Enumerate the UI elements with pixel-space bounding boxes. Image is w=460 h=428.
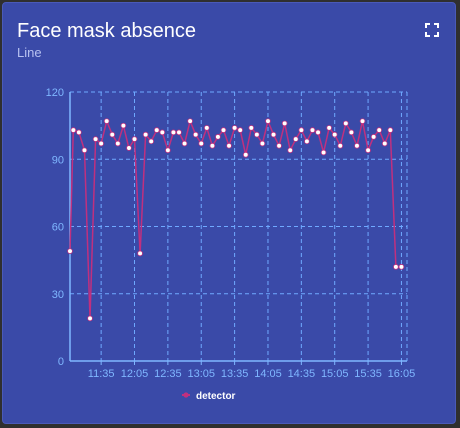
data-point bbox=[120, 122, 127, 129]
data-point bbox=[331, 131, 338, 138]
data-point bbox=[98, 140, 104, 147]
x-tick-label: 15:35 bbox=[354, 368, 382, 380]
data-point bbox=[365, 147, 371, 154]
data-point bbox=[70, 127, 77, 133]
data-point bbox=[92, 136, 99, 142]
expand-icon[interactable] bbox=[425, 23, 439, 37]
data-point bbox=[315, 129, 321, 136]
data-point bbox=[115, 140, 121, 147]
data-point bbox=[270, 131, 277, 138]
data-point bbox=[248, 125, 255, 131]
legend-label: detector bbox=[196, 391, 236, 402]
data-point bbox=[387, 127, 394, 133]
data-point bbox=[242, 151, 249, 158]
data-point bbox=[148, 138, 154, 145]
x-tick-label: 14:05 bbox=[254, 368, 282, 380]
data-point bbox=[298, 127, 305, 133]
data-point bbox=[381, 140, 388, 147]
data-point bbox=[131, 136, 138, 142]
data-point bbox=[215, 134, 221, 140]
data-point bbox=[87, 315, 93, 322]
data-point bbox=[165, 147, 171, 154]
data-point bbox=[153, 127, 160, 133]
data-point bbox=[159, 129, 166, 136]
data-point bbox=[337, 143, 344, 149]
data-point bbox=[376, 127, 382, 133]
y-tick-label: 30 bbox=[52, 289, 64, 301]
x-tick-label: 12:05 bbox=[121, 368, 149, 380]
x-tick-label: 14:35 bbox=[288, 368, 316, 380]
data-point bbox=[209, 143, 216, 149]
data-point bbox=[181, 140, 188, 147]
data-point bbox=[320, 149, 327, 156]
data-point bbox=[292, 136, 299, 142]
data-point bbox=[326, 125, 332, 131]
y-tick-label: 60 bbox=[52, 222, 64, 234]
data-point bbox=[393, 264, 399, 270]
data-point bbox=[348, 129, 355, 136]
widget-subtitle: Line bbox=[17, 45, 42, 60]
data-point bbox=[109, 131, 116, 138]
data-point bbox=[170, 129, 177, 136]
x-tick-label: 13:05 bbox=[187, 368, 215, 380]
data-point bbox=[276, 143, 282, 149]
data-point bbox=[237, 127, 243, 133]
data-point bbox=[287, 147, 294, 154]
data-point bbox=[370, 134, 377, 140]
x-tick-label: 12:35 bbox=[154, 368, 182, 380]
data-point bbox=[142, 131, 149, 138]
x-tick-label: 15:05 bbox=[321, 368, 349, 380]
data-point bbox=[354, 143, 360, 149]
widget-title: Face mask absence bbox=[17, 20, 196, 42]
data-point bbox=[192, 131, 199, 138]
y-tick-label: 120 bbox=[46, 87, 64, 99]
data-point bbox=[304, 138, 310, 145]
data-point bbox=[226, 143, 232, 149]
data-point bbox=[254, 131, 260, 138]
data-point bbox=[67, 248, 73, 254]
y-tick-label: 90 bbox=[52, 154, 64, 166]
data-point bbox=[198, 140, 205, 147]
data-point bbox=[265, 118, 271, 124]
data-point bbox=[126, 145, 132, 151]
data-point bbox=[259, 140, 266, 147]
data-point bbox=[81, 147, 88, 154]
data-point bbox=[187, 118, 193, 124]
data-point bbox=[309, 127, 316, 133]
data-point bbox=[76, 129, 82, 136]
data-point bbox=[231, 125, 238, 131]
legend-swatch bbox=[183, 392, 189, 398]
data-point bbox=[398, 264, 405, 270]
data-point bbox=[220, 127, 227, 133]
data-point bbox=[137, 250, 143, 257]
data-point bbox=[176, 129, 182, 136]
data-point bbox=[359, 118, 366, 124]
x-tick-label: 13:35 bbox=[221, 368, 249, 380]
series-line-detector bbox=[69, 118, 402, 319]
x-tick-label: 11:35 bbox=[88, 368, 115, 380]
x-tick-label: 16:05 bbox=[388, 368, 416, 380]
y-tick-label: 0 bbox=[58, 356, 64, 368]
data-point bbox=[281, 120, 288, 127]
data-point bbox=[204, 125, 210, 131]
data-point bbox=[103, 118, 110, 124]
data-point bbox=[343, 120, 349, 127]
chart-card: Face mask absence Line bbox=[2, 2, 456, 424]
